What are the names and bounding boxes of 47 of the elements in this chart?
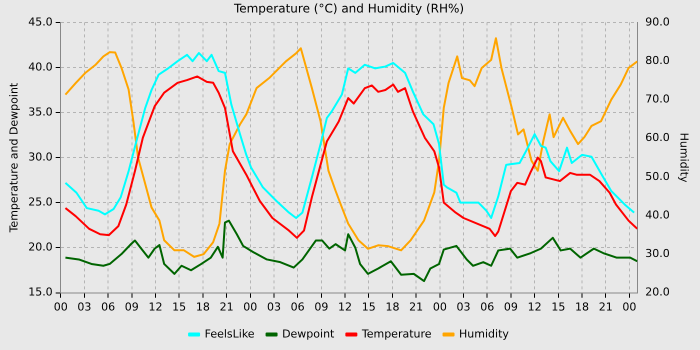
y2-tick-label: 60.0: [645, 131, 670, 144]
legend-label: FeelsLike: [204, 327, 255, 340]
legend-label: Humidity: [459, 327, 510, 340]
x-tick-label: 15: [172, 300, 186, 314]
x-tick-label: 21: [598, 300, 613, 314]
y2-tick-label: 40.0: [645, 208, 670, 222]
x-tick-label: 21: [409, 300, 424, 314]
y-tick-label: 40.0: [28, 60, 53, 74]
x-tick-label: 03: [77, 300, 92, 314]
y2-tick-label: 50.0: [645, 170, 670, 183]
x-tick-label: 12: [338, 300, 352, 314]
x-tick-label: 03: [456, 300, 471, 314]
y2-tick-label: 90.0: [645, 15, 670, 28]
x-tick-label: 12: [528, 300, 542, 314]
x-tick-label: 15: [362, 300, 376, 314]
x-tick-label: 06: [101, 300, 116, 314]
x-tick-label: 00: [54, 300, 68, 314]
chart-title: Temperature (°C) and Humidity (RH%): [232, 1, 464, 16]
y-tick-label: 30.0: [28, 150, 53, 164]
legend-label: Temperature: [360, 327, 432, 340]
y-tick-label: 45.0: [28, 15, 53, 28]
x-tick-label: 00: [622, 300, 636, 314]
y2-tick-label: 70.0: [645, 92, 670, 106]
x-tick-label: 15: [551, 300, 566, 314]
x-tick-label: 09: [124, 300, 139, 314]
x-tick-label: 06: [290, 300, 305, 314]
y2-axis-title: Humidity: [678, 132, 691, 184]
x-tick-label: 06: [480, 300, 494, 314]
y-axis-title: Temperature and Dewpoint: [7, 82, 20, 234]
x-tick-label: 09: [504, 300, 518, 314]
x-tick-label: 18: [196, 300, 210, 314]
y-tick-label: 35.0: [28, 105, 53, 118]
y2-tick-label: 30.0: [645, 247, 670, 260]
x-tick-label: 18: [385, 300, 400, 314]
x-tick-label: 12: [148, 300, 162, 314]
x-tick-label: 03: [266, 300, 281, 314]
y2-tick-label: 20.0: [645, 286, 670, 299]
x-tick-label: 00: [432, 300, 447, 314]
y-tick-label: 25.0: [28, 196, 53, 209]
x-tick-label: 00: [243, 300, 258, 314]
y-tick-label: 15.0: [28, 286, 53, 299]
legend-label: Dewpoint: [282, 327, 336, 340]
x-tick-label: 21: [220, 300, 234, 314]
x-tick-label: 18: [575, 300, 590, 314]
y2-tick-label: 80.0: [645, 54, 670, 67]
y-tick-label: 20.0: [28, 240, 53, 254]
x-tick-label: 09: [314, 300, 328, 314]
